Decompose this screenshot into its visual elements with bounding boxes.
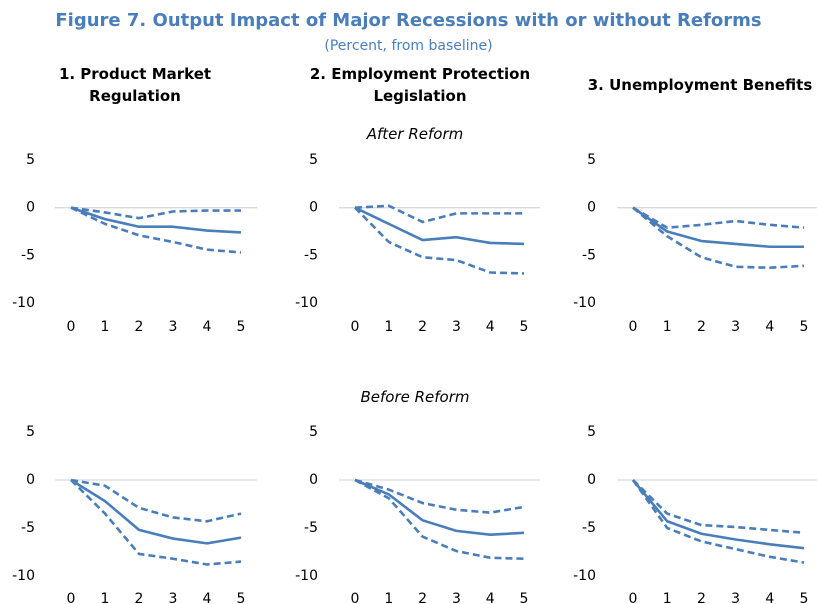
y-tick-label: -5	[304, 247, 318, 263]
y-tick-label: -10	[573, 295, 596, 311]
estimate-line	[632, 206, 804, 249]
x-tick-label: 2	[418, 319, 427, 335]
y-tick-label: -5	[582, 520, 596, 536]
y-tick-label: 5	[309, 424, 318, 440]
x-tick-label: 4	[486, 319, 495, 335]
x-tick-label: 4	[765, 591, 774, 604]
x-tick-label: 3	[452, 319, 461, 335]
y-tick-label: 0	[587, 472, 596, 488]
band-line	[70, 206, 241, 220]
x-tick-label: 4	[765, 319, 774, 335]
y-tick-label: 0	[26, 200, 35, 216]
x-tick-label: 3	[169, 591, 178, 604]
x-tick-label: 0	[67, 319, 76, 335]
x-tick-label: 1	[384, 319, 393, 335]
y-tick-label: 5	[26, 152, 35, 168]
y-tick-label: -10	[295, 568, 318, 584]
y-tick-label: -10	[12, 295, 35, 311]
band-line	[632, 206, 805, 229]
y-tick-label: -5	[21, 520, 35, 536]
band-line	[632, 206, 805, 270]
x-tick-label: 1	[663, 319, 672, 335]
band-line	[354, 478, 525, 514]
y-tick-label: 5	[587, 424, 596, 440]
estimate-line	[70, 206, 242, 234]
x-tick-label: 2	[697, 319, 706, 335]
x-tick-label: 1	[101, 591, 110, 604]
estimate-line	[70, 478, 242, 545]
x-tick-label: 1	[663, 591, 672, 604]
y-tick-label: -5	[304, 520, 318, 536]
row-label: After Reform	[366, 125, 464, 143]
y-tick-label: -5	[21, 247, 35, 263]
y-tick-label: -5	[582, 247, 596, 263]
x-tick-label: 0	[351, 591, 360, 604]
x-tick-label: 5	[237, 591, 246, 604]
x-tick-label: 0	[67, 591, 76, 604]
band-line	[631, 479, 805, 564]
x-tick-label: 5	[800, 591, 809, 604]
y-tick-label: 5	[309, 152, 318, 168]
x-tick-label: 4	[203, 591, 212, 604]
x-tick-label: 3	[731, 591, 740, 604]
band-line	[354, 206, 525, 275]
y-tick-label: 0	[309, 472, 318, 488]
band-line	[70, 479, 242, 566]
x-tick-label: 0	[629, 319, 638, 335]
x-tick-label: 3	[169, 319, 178, 335]
band-line	[70, 478, 242, 523]
figure-title: Figure 7. Output Impact of Major Recessi…	[55, 10, 762, 31]
row-label: Before Reform	[360, 388, 470, 406]
y-tick-label: 5	[26, 424, 35, 440]
y-tick-label: -10	[12, 568, 35, 584]
band-line	[354, 204, 524, 224]
x-tick-label: 5	[237, 319, 246, 335]
y-tick-label: 0	[26, 472, 35, 488]
figure-subtitle: (Percent, from baseline)	[324, 38, 493, 54]
x-tick-label: 5	[520, 319, 529, 335]
x-tick-label: 0	[629, 591, 638, 604]
panel-title: 2. Employment Protection Legislation	[309, 65, 531, 105]
band-line	[70, 206, 242, 254]
x-tick-label: 5	[520, 591, 529, 604]
band-line	[354, 478, 525, 561]
panel-title: 3. Unemployment Benefits	[587, 76, 813, 94]
estimate-line	[354, 478, 525, 537]
estimate-line	[631, 479, 805, 550]
x-tick-label: 4	[486, 591, 495, 604]
x-tick-label: 0	[351, 319, 360, 335]
y-tick-label: 5	[587, 152, 596, 168]
x-tick-label: 3	[452, 591, 461, 604]
x-tick-label: 2	[697, 591, 706, 604]
panel-title: 1. Product Market Regulation	[58, 65, 212, 105]
x-tick-label: 2	[135, 319, 144, 335]
band-line	[632, 479, 805, 535]
y-tick-label: -10	[573, 568, 596, 584]
x-tick-label: 2	[135, 591, 144, 604]
y-tick-label: 0	[587, 200, 596, 216]
x-tick-label: 5	[800, 319, 809, 335]
x-tick-label: 1	[101, 319, 110, 335]
x-tick-label: 3	[731, 319, 740, 335]
x-tick-label: 1	[384, 591, 393, 604]
y-tick-label: 0	[309, 200, 318, 216]
x-tick-label: 2	[418, 591, 427, 604]
y-tick-label: -10	[295, 295, 318, 311]
x-tick-label: 4	[203, 319, 212, 335]
estimate-line	[354, 206, 525, 246]
